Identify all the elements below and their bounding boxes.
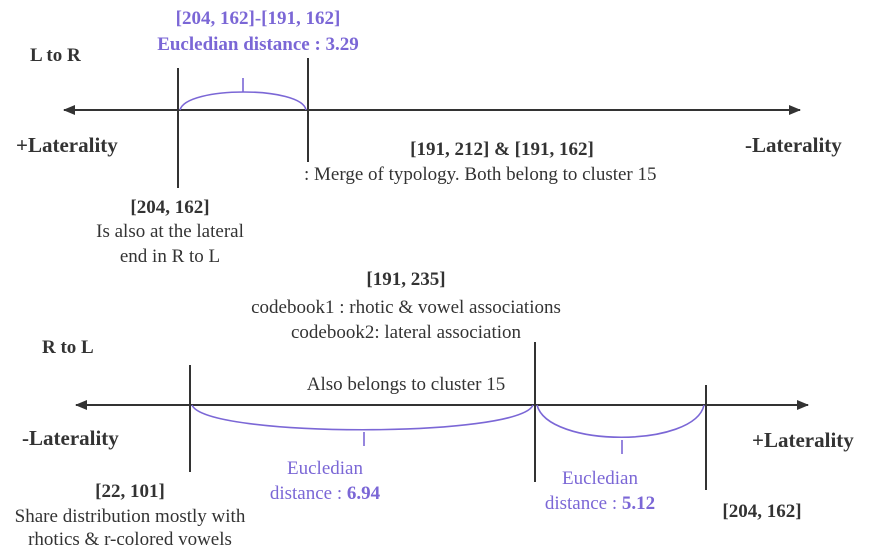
top-merge-title: [191, 212] & [191, 162] — [410, 139, 594, 160]
bottom-distance-bracket-1 — [191, 404, 534, 431]
top-right-end-label: -Laterality — [745, 133, 842, 157]
top-merge-note: : Merge of typology. Both belong to clus… — [304, 164, 657, 185]
top-point-note-2: end in R to L — [119, 246, 221, 267]
top-point-title: [204, 162] — [130, 197, 210, 218]
top-distance-label: Eucledian distance : 3.29 — [157, 34, 359, 55]
bottom-center-note-1: codebook1 : rhotic & vowel associations — [251, 297, 561, 318]
bottom-dist2-label: Eucledian — [562, 468, 638, 489]
bottom-center-title: [191, 235] — [366, 269, 446, 290]
bottom-center-note-2: codebook2: lateral association — [290, 322, 522, 343]
bottom-direction-label: R to L — [42, 337, 94, 358]
bottom-left-point-note-2: rhotics & r-colored vowels — [28, 529, 232, 550]
bottom-dist1-prefix: distance : — [269, 483, 347, 504]
top-distance-bracket — [179, 91, 307, 111]
top-pair-label: [204, 162]-[191, 162] — [175, 8, 341, 29]
bottom-cluster-note: Also belongs to cluster 15 — [302, 373, 510, 396]
bottom-dist1-value: 6.94 — [346, 483, 381, 504]
top-direction-label: L to R — [30, 45, 81, 66]
bottom-dist1-label: Eucledian — [287, 458, 363, 479]
bottom-right-end-label: +Laterality — [752, 428, 854, 452]
bottom-distance-bracket-2 — [536, 404, 705, 439]
bottom-dist2-prefix: distance : — [544, 493, 622, 514]
bottom-left-end-label: -Laterality — [22, 426, 119, 450]
bottom-dist1-line: distance : 6.94 — [270, 482, 380, 505]
bottom-left-point-note-1: Share distribution mostly with — [14, 506, 246, 527]
bottom-right-point-title: [204, 162] — [722, 501, 802, 522]
top-left-end-label: +Laterality — [16, 133, 118, 157]
bottom-left-point-title: [22, 101] — [95, 481, 165, 502]
bottom-dist2-value: 5.12 — [621, 493, 656, 514]
top-point-note-1: Is also at the lateral — [96, 221, 244, 242]
bottom-dist2-line: distance : 5.12 — [545, 492, 655, 515]
